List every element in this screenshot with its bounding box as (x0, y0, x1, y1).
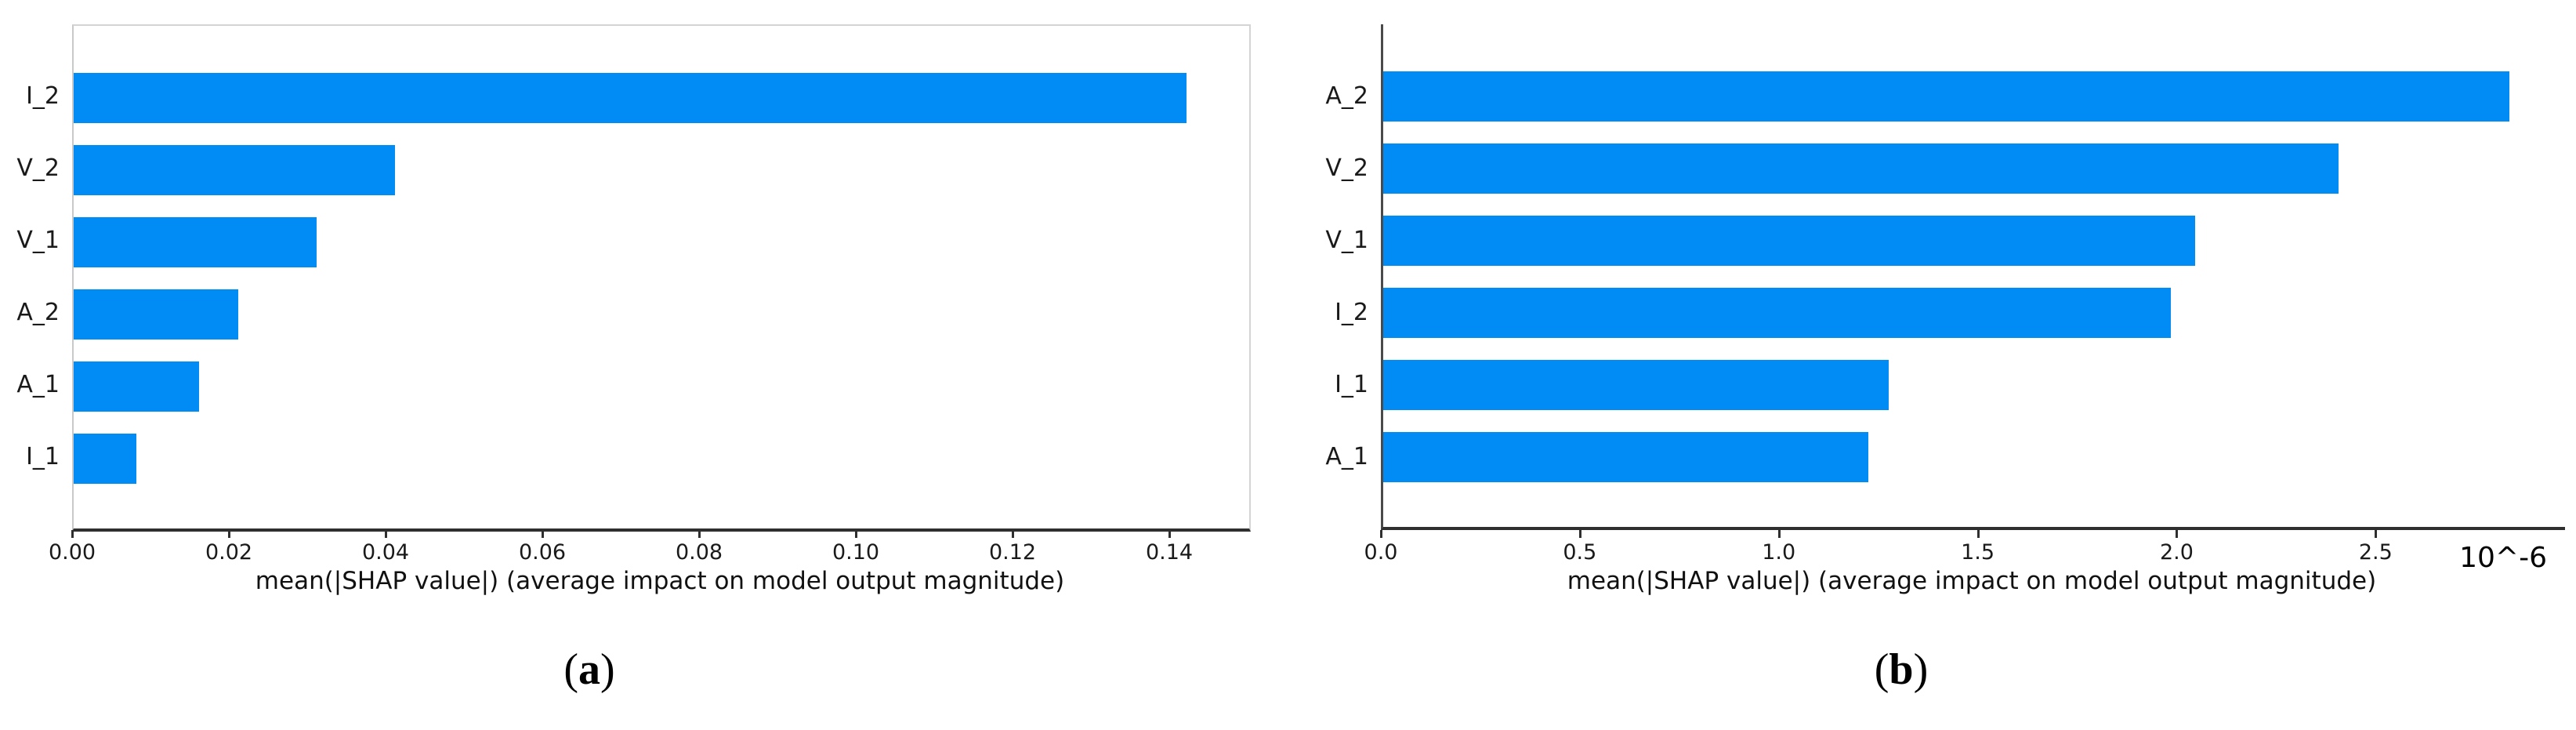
axis-scale-note: 10^-6 (2459, 542, 2547, 574)
y-tick-label: A_1 (16, 371, 60, 398)
x-tick-label: 0.10 (831, 540, 880, 565)
bar-V_2 (74, 145, 395, 195)
x-axis-label: mean(|SHAP value|) (average impact on mo… (255, 567, 1065, 595)
y-tick-label: I_2 (1335, 299, 1368, 326)
caption-letter: b (1889, 645, 1914, 694)
x-tick (1777, 530, 1781, 538)
figure-caption: (b) (1310, 645, 2492, 695)
y-tick-label: A_2 (1325, 82, 1368, 110)
x-tick (1168, 530, 1171, 538)
x-tick (1380, 530, 1382, 538)
y-tick-label: I_1 (26, 443, 60, 470)
bar-I_1 (1383, 360, 1889, 410)
y-tick-label: I_2 (26, 82, 60, 110)
x-tick-label: 0.0 (1364, 540, 1398, 565)
x-tick-label: 1.5 (1961, 540, 1995, 565)
x-tick-label: 0.04 (361, 540, 410, 565)
x-tick-label: 0.02 (205, 540, 253, 565)
x-tick-label: 0.00 (48, 540, 96, 565)
bar-A_2 (1383, 71, 2509, 122)
bar-I_1 (74, 434, 136, 484)
x-tick (1578, 530, 1581, 538)
caption-paren-close: ) (1913, 645, 1929, 694)
y-tick-label: A_2 (16, 299, 60, 326)
x-tick-label: 0.08 (675, 540, 723, 565)
x-tick-label: 0.5 (1563, 540, 1597, 565)
x-tick (1976, 530, 1980, 538)
plot-area (72, 24, 1251, 532)
x-tick (2176, 530, 2179, 538)
x-axis-label: mean(|SHAP value|) (average impact on mo… (1567, 567, 2377, 595)
caption-paren-close: ) (600, 645, 615, 694)
y-tick-label: I_1 (1335, 371, 1368, 398)
x-tick (2375, 530, 2378, 538)
y-tick-label: A_1 (1325, 443, 1368, 470)
x-tick-label: 0.06 (518, 540, 567, 565)
x-tick-label: 1.0 (1762, 540, 1796, 565)
bar-I_2 (74, 73, 1187, 123)
plot-area (1381, 24, 2565, 530)
x-tick (542, 530, 544, 538)
bar-A_2 (74, 289, 238, 340)
y-tick-label: V_1 (1325, 227, 1368, 254)
y-tick-label: V_2 (16, 154, 60, 182)
caption-paren-open: ( (1874, 645, 1889, 694)
figure-caption: (a) (2, 645, 1177, 695)
y-tick-label: V_2 (1325, 154, 1368, 182)
x-tick-label: 2.5 (2358, 540, 2393, 565)
x-tick-label: 2.0 (2160, 540, 2194, 565)
bar-A_1 (74, 361, 199, 412)
bar-V_2 (1383, 143, 2339, 194)
bar-A_1 (1383, 432, 1868, 482)
y-tick-label: V_1 (16, 227, 60, 254)
x-tick (71, 530, 74, 538)
x-tick-label: 0.12 (988, 540, 1037, 565)
x-tick (1012, 530, 1014, 538)
x-tick (855, 530, 857, 538)
bar-I_2 (1383, 288, 2171, 338)
bar-V_1 (74, 217, 317, 267)
bar-V_1 (1383, 216, 2195, 266)
caption-paren-open: ( (563, 645, 578, 694)
x-tick (385, 530, 387, 538)
x-tick-label: 0.14 (1145, 540, 1194, 565)
x-tick (228, 530, 230, 538)
x-tick (698, 530, 701, 538)
caption-letter: a (578, 645, 600, 694)
